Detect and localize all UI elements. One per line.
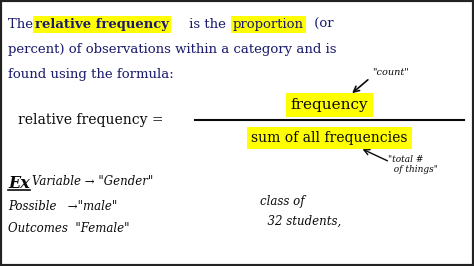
Text: "count": "count" <box>372 68 409 77</box>
Text: 32 students,: 32 students, <box>260 215 341 228</box>
Text: frequency: frequency <box>291 98 368 112</box>
Text: relative frequency: relative frequency <box>35 18 169 31</box>
Text: percent) of observations within a category and is: percent) of observations within a catego… <box>8 43 337 56</box>
Text: class of: class of <box>260 195 305 208</box>
Text: The: The <box>8 18 37 31</box>
Text: Outcomes  "Female": Outcomes "Female" <box>8 222 129 235</box>
Text: is the: is the <box>185 18 230 31</box>
Text: (or: (or <box>310 18 334 31</box>
Text: proportion: proportion <box>233 18 304 31</box>
Text: Ex: Ex <box>8 175 30 192</box>
Text: relative frequency =: relative frequency = <box>18 113 164 127</box>
Text: sum of all frequencies: sum of all frequencies <box>251 131 408 145</box>
Text: "total #
  of things": "total # of things" <box>388 155 438 174</box>
Text: Possible   →"male": Possible →"male" <box>8 200 117 213</box>
Text: found using the formula:: found using the formula: <box>8 68 174 81</box>
Text: Variable → "Gender": Variable → "Gender" <box>32 175 153 188</box>
